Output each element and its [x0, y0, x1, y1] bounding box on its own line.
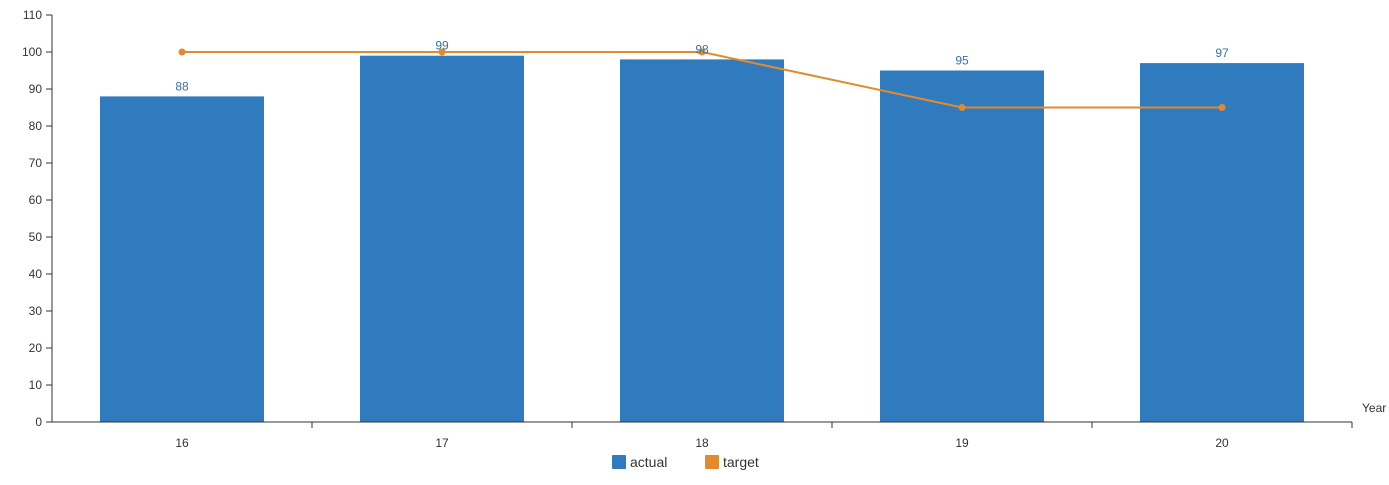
y-tick-label: 40 — [29, 267, 43, 281]
x-tick-label: 18 — [695, 436, 709, 450]
y-tick-label: 30 — [29, 304, 43, 318]
x-axis-title: Year — [1362, 401, 1386, 415]
x-tick-label: 19 — [955, 436, 969, 450]
legend-item-target[interactable]: target — [705, 454, 759, 470]
y-tick-label: 10 — [29, 378, 43, 392]
x-tick-label: 20 — [1215, 436, 1229, 450]
target-point[interactable] — [958, 104, 966, 111]
bar-data-label: 88 — [175, 79, 189, 93]
legend-label-target: target — [723, 454, 759, 470]
y-tick-label: 80 — [29, 119, 43, 133]
legend-item-actual[interactable]: actual — [612, 454, 667, 470]
y-tick-label: 0 — [35, 415, 42, 429]
target-point[interactable] — [1218, 104, 1226, 111]
bar-actual[interactable] — [100, 96, 264, 423]
data-labels-layer: 88 99 98 95 97 — [175, 39, 1229, 94]
ticks-layer: 0 10 20 30 40 50 60 70 80 90 100 110 16 17 18 19 20 — [22, 8, 1353, 450]
bar-data-label: 99 — [435, 39, 449, 53]
x-tick-label: 17 — [435, 436, 449, 450]
bar-data-label: 97 — [1215, 46, 1229, 60]
y-tick-label: 50 — [29, 230, 43, 244]
y-tick-label: 60 — [29, 193, 43, 207]
y-tick-label: 90 — [29, 82, 43, 96]
bar-data-label: 98 — [695, 42, 709, 56]
bar-actual[interactable] — [360, 55, 524, 422]
bars-layer — [100, 55, 1304, 423]
target-point[interactable] — [438, 48, 446, 56]
bar-actual[interactable] — [620, 59, 784, 423]
bar-data-label: 95 — [955, 54, 969, 68]
target-point[interactable] — [178, 48, 186, 56]
y-tick-label: 110 — [23, 8, 42, 22]
legend: actual target — [612, 454, 759, 470]
legend-label-actual: actual — [630, 454, 667, 470]
legend-swatch-target — [705, 455, 719, 469]
x-tick-label: 16 — [175, 436, 189, 450]
bar-actual[interactable] — [1140, 63, 1304, 422]
axes-layer — [51, 15, 1352, 423]
legend-swatch-actual — [612, 455, 626, 469]
target-point[interactable] — [698, 48, 706, 56]
target-line-layer — [178, 48, 1226, 111]
y-tick-label: 20 — [29, 341, 43, 355]
y-tick-label: 70 — [29, 156, 43, 170]
bar-actual[interactable] — [880, 70, 1044, 423]
y-tick-label: 100 — [22, 45, 42, 59]
